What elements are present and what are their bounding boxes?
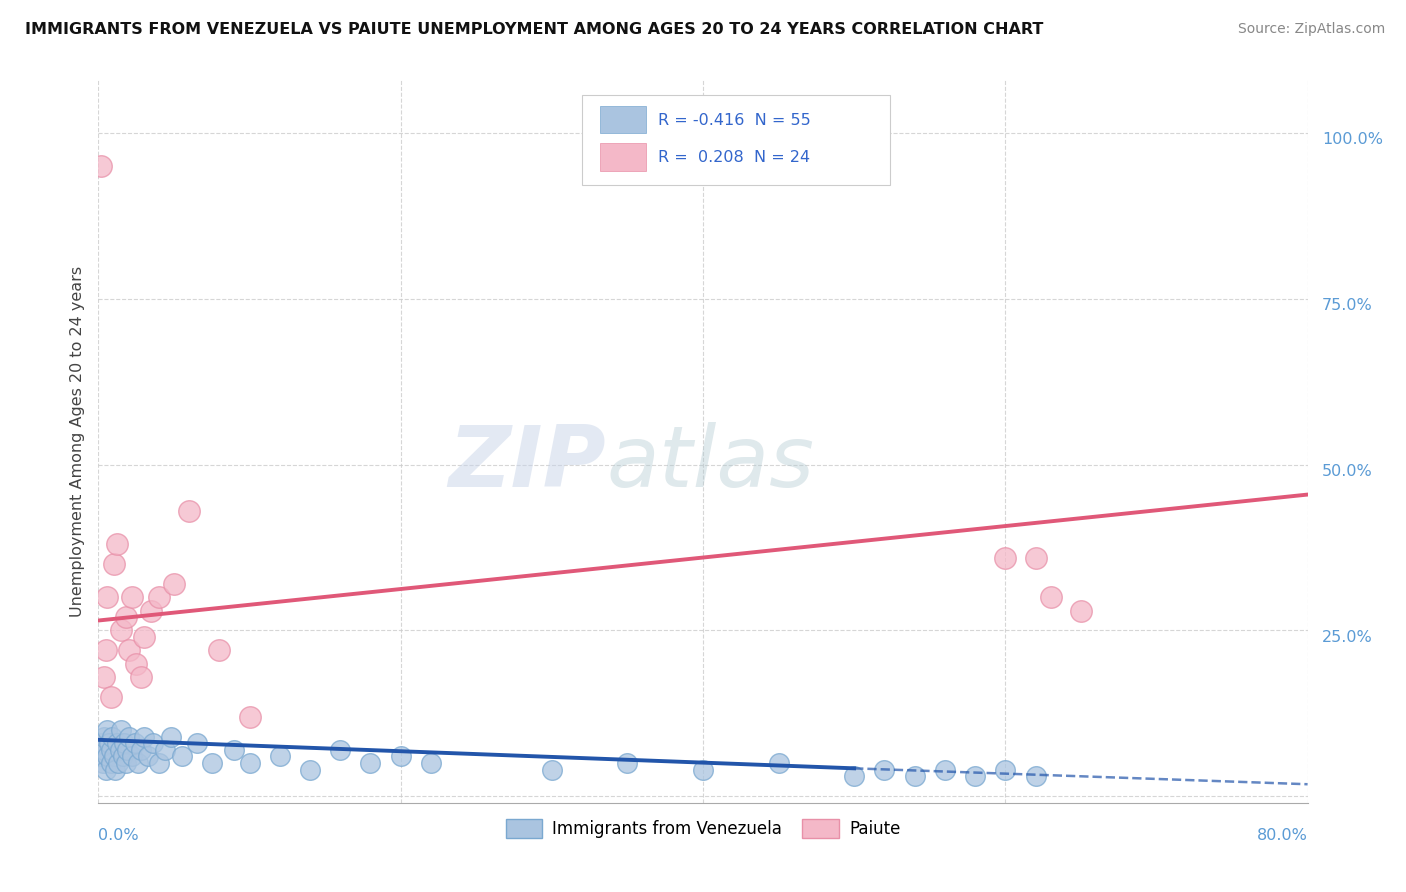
Point [111, 749, 134, 764]
Point [692, 763, 714, 777]
Point [107, 756, 129, 770]
Point [90, 160, 112, 174]
Point [148, 591, 170, 605]
Point [239, 756, 262, 770]
Text: 0.0%: 0.0% [98, 828, 139, 843]
Point [360, 756, 382, 770]
Point [89, 749, 111, 764]
Text: R =  0.208  N = 24: R = 0.208 N = 24 [658, 150, 810, 165]
Point [125, 657, 148, 671]
Point [112, 736, 135, 750]
Point [100, 690, 122, 704]
Legend: Immigrants from Venezuela, Paiute: Immigrants from Venezuela, Paiute [499, 813, 907, 845]
Point [1039, 591, 1062, 605]
Point [153, 743, 176, 757]
Point [160, 730, 183, 744]
Point [121, 591, 143, 605]
Point [994, 550, 1017, 565]
Text: 80.0%: 80.0% [1257, 828, 1308, 843]
Point [1024, 769, 1046, 783]
Point [163, 577, 186, 591]
Point [329, 743, 352, 757]
Point [93, 670, 115, 684]
FancyBboxPatch shape [600, 105, 647, 133]
Point [118, 643, 141, 657]
Point [1070, 603, 1092, 617]
Point [90, 736, 112, 750]
Point [1024, 550, 1046, 565]
Point [96, 723, 118, 737]
FancyBboxPatch shape [600, 143, 647, 170]
Point [127, 756, 149, 770]
Point [269, 749, 291, 764]
Point [108, 743, 131, 757]
Point [100, 743, 122, 757]
Point [115, 743, 138, 757]
Text: ZIP: ZIP [449, 422, 606, 505]
Point [136, 749, 159, 764]
Text: 75.0%: 75.0% [1322, 298, 1372, 313]
Y-axis label: Unemployment Among Ages 20 to 24 years: Unemployment Among Ages 20 to 24 years [69, 266, 84, 617]
Point [142, 736, 165, 750]
Point [94, 643, 117, 657]
Point [93, 743, 115, 757]
Text: Source: ZipAtlas.com: Source: ZipAtlas.com [1237, 22, 1385, 37]
Point [98, 736, 121, 750]
Text: atlas: atlas [606, 422, 814, 505]
Point [934, 763, 956, 777]
Point [94, 763, 117, 777]
Text: R = -0.416  N = 55: R = -0.416 N = 55 [658, 112, 811, 128]
Point [224, 743, 246, 757]
Point [103, 749, 125, 764]
Point [540, 763, 562, 777]
Text: 25.0%: 25.0% [1322, 630, 1372, 645]
Point [105, 736, 128, 750]
Text: 100.0%: 100.0% [1322, 132, 1384, 147]
Point [768, 756, 790, 770]
Point [420, 756, 443, 770]
Point [93, 730, 115, 744]
Point [110, 624, 132, 638]
Point [118, 730, 141, 744]
Point [100, 756, 122, 770]
Point [201, 756, 224, 770]
Point [91, 756, 114, 770]
Point [389, 749, 412, 764]
Point [186, 736, 208, 750]
Point [299, 763, 322, 777]
Point [124, 736, 146, 750]
Point [110, 723, 132, 737]
Point [239, 709, 262, 723]
Point [132, 630, 155, 644]
Point [104, 763, 127, 777]
FancyBboxPatch shape [582, 95, 890, 185]
Point [965, 769, 987, 783]
Point [208, 643, 231, 657]
Point [121, 749, 143, 764]
Text: IMMIGRANTS FROM VENEZUELA VS PAIUTE UNEMPLOYMENT AMONG AGES 20 TO 24 YEARS CORRE: IMMIGRANTS FROM VENEZUELA VS PAIUTE UNEM… [25, 22, 1043, 37]
Point [844, 769, 866, 783]
Point [873, 763, 896, 777]
Point [114, 610, 136, 624]
Point [132, 730, 155, 744]
Point [96, 591, 118, 605]
Point [179, 504, 201, 518]
Point [904, 769, 927, 783]
Point [114, 756, 136, 770]
Text: 50.0%: 50.0% [1322, 464, 1372, 479]
Point [103, 557, 125, 571]
Point [148, 756, 170, 770]
Point [170, 749, 193, 764]
Point [129, 670, 152, 684]
Point [141, 603, 163, 617]
Point [105, 537, 128, 551]
Point [96, 749, 118, 764]
Point [616, 756, 638, 770]
Point [129, 743, 152, 757]
Point [994, 763, 1017, 777]
Point [101, 730, 124, 744]
